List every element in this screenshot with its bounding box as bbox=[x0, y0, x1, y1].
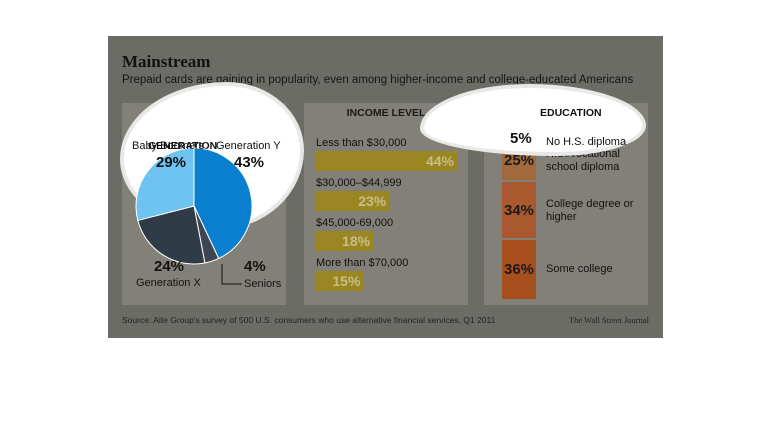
income-label-2: $45,000-69,000 bbox=[316, 217, 394, 229]
seniors-pct: 4% bbox=[244, 258, 266, 275]
publisher-credit: The Wall Street Journal bbox=[568, 315, 649, 325]
income-label-0: Less than $30,000 bbox=[316, 137, 407, 149]
income-bar-value-1: 23% bbox=[358, 193, 387, 209]
seniors-leader-line bbox=[221, 264, 242, 285]
highlight-blob-education bbox=[420, 84, 646, 156]
edu-pct-0: 5% bbox=[510, 130, 532, 147]
pie-slice-generation-x bbox=[137, 205, 206, 265]
generation-x-label: Generation X bbox=[136, 277, 201, 289]
chart-subtitle: Prepaid cards are gaining in popularity,… bbox=[122, 74, 634, 86]
chart-card: Mainstream Prepaid cards are gaining in … bbox=[108, 36, 663, 338]
education-pct-2: 34% bbox=[503, 201, 535, 219]
income-bar-0: 44% bbox=[316, 151, 458, 171]
generation-pie-chart bbox=[135, 147, 253, 265]
income-bar-value-0: 44% bbox=[425, 153, 454, 169]
chart-title: Mainstream bbox=[122, 52, 211, 71]
generation-x-pct: 24% bbox=[154, 258, 185, 275]
income-bar-3: 15% bbox=[316, 271, 365, 291]
baby-boomers-pct: 29% bbox=[156, 154, 187, 171]
income-label-1: $30,000–$44,999 bbox=[316, 177, 402, 189]
generation-y-pct: 43% bbox=[234, 154, 265, 171]
education-segment-3 bbox=[502, 239, 536, 299]
education-label-3: Some college bbox=[546, 263, 613, 276]
generation-y-label: Generation Y bbox=[216, 140, 281, 152]
education-panel-title: EDUCATION bbox=[540, 107, 602, 119]
edu-label-0: No H.S. diploma bbox=[546, 136, 627, 148]
income-bar-value-3: 15% bbox=[332, 273, 361, 289]
seniors-label: Seniors bbox=[244, 278, 282, 290]
education-pct-3: 36% bbox=[503, 261, 535, 279]
education-segment-2 bbox=[502, 182, 536, 238]
baby-boomers-label: Baby Boomers bbox=[132, 140, 205, 152]
income-bar-value-2: 18% bbox=[342, 233, 371, 249]
income-bar-2: 18% bbox=[316, 231, 375, 251]
education-pct-1: 25% bbox=[503, 151, 535, 169]
education-label-2: College degree or higher bbox=[546, 197, 634, 223]
income-panel: INCOME LEVEL Less than $30,000 44% $30,000… bbox=[304, 103, 468, 305]
pie-slice-baby-boomers bbox=[135, 147, 195, 222]
source-note: Source: Aite Group's survey of 500 U.S. … bbox=[122, 315, 496, 325]
income-bar-1: 23% bbox=[316, 191, 391, 211]
income-panel-title: INCOME LEVEL bbox=[346, 107, 426, 119]
income-label-3: More than $70,000 bbox=[316, 257, 409, 269]
pie-slice-generation-y bbox=[193, 147, 253, 260]
